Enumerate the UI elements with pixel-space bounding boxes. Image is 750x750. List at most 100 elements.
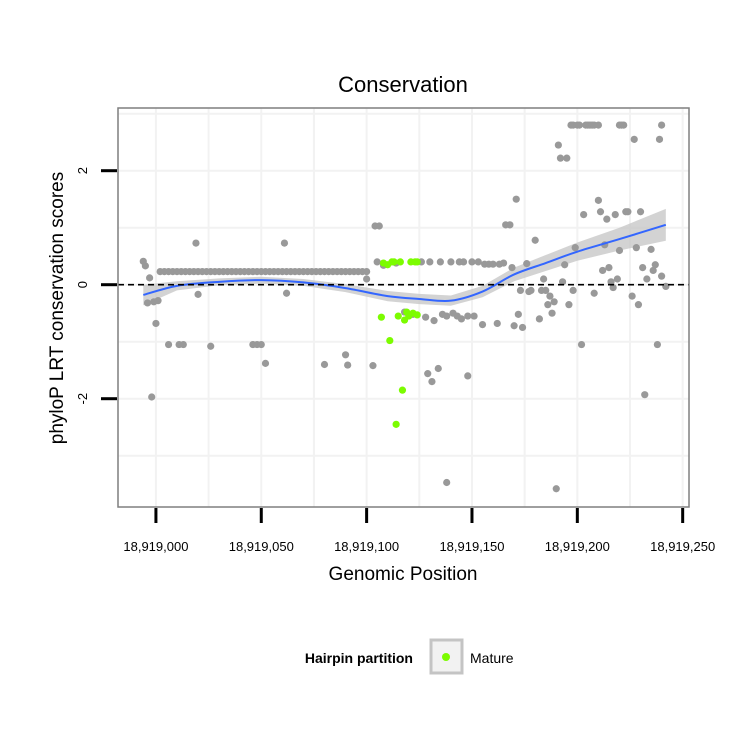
data-point — [607, 278, 615, 286]
x-tick-label: 18,919,250 — [650, 539, 715, 554]
data-point-mature — [392, 420, 400, 428]
data-point — [443, 312, 451, 320]
data-point — [632, 244, 640, 252]
data-point — [620, 121, 628, 129]
data-point — [658, 121, 666, 129]
data-point — [594, 196, 602, 204]
data-point — [282, 289, 291, 297]
data-point — [523, 260, 531, 268]
data-point — [514, 310, 522, 318]
data-point-mature — [386, 336, 394, 345]
data-point — [493, 319, 501, 328]
data-point — [527, 286, 535, 294]
data-point — [375, 222, 383, 230]
data-point — [422, 313, 430, 321]
x-tick-label: 18,919,200 — [545, 539, 610, 554]
data-point — [569, 286, 577, 294]
data-point — [373, 258, 381, 266]
data-point — [636, 208, 645, 216]
data-point — [548, 309, 556, 317]
data-point — [542, 286, 550, 294]
data-point — [143, 299, 152, 307]
data-point — [577, 340, 586, 349]
data-point — [540, 275, 548, 283]
x-tick-label: 18,919,000 — [123, 539, 188, 554]
y-tick-label: 0 — [75, 281, 90, 288]
data-point — [554, 141, 562, 149]
data-point — [630, 135, 638, 143]
data-point — [565, 301, 573, 309]
data-point — [575, 121, 584, 129]
data-point — [508, 264, 516, 272]
data-point — [363, 267, 371, 276]
data-point — [615, 246, 624, 255]
data-point — [647, 245, 655, 253]
data-point — [624, 208, 632, 216]
data-point — [639, 264, 647, 272]
data-point — [489, 260, 497, 268]
data-point — [369, 362, 377, 370]
data-point-mature — [390, 258, 398, 266]
data-point — [478, 321, 487, 329]
chart-title: Conservation — [338, 72, 468, 97]
data-point — [192, 239, 200, 247]
data-point — [590, 289, 598, 297]
data-point — [512, 195, 520, 203]
data-point — [611, 210, 619, 219]
data-point — [651, 261, 659, 269]
data-point — [662, 282, 670, 291]
data-point — [141, 262, 149, 270]
data-point — [363, 275, 371, 283]
data-point — [544, 301, 552, 309]
data-point — [516, 286, 525, 294]
data-point — [341, 351, 350, 359]
data-point — [499, 259, 508, 267]
data-point — [148, 393, 156, 401]
data-point-mature — [413, 258, 421, 266]
data-point — [550, 298, 558, 306]
data-point — [428, 378, 436, 386]
x-tick-label: 18,919,050 — [229, 539, 294, 554]
data-point — [320, 360, 329, 369]
data-point — [563, 154, 571, 162]
data-point — [434, 364, 442, 373]
data-point — [641, 391, 649, 399]
data-point — [558, 278, 567, 286]
data-point — [164, 340, 173, 349]
data-point — [613, 275, 621, 283]
data-point — [634, 301, 643, 309]
data-point — [596, 208, 605, 216]
data-point — [655, 135, 664, 143]
data-point — [464, 372, 472, 380]
data-point — [261, 359, 270, 367]
y-axis-label: phyloP LRT conservation scores — [47, 172, 68, 445]
data-point — [426, 258, 434, 266]
smooth-line — [143, 223, 667, 303]
legend-title: Hairpin partition — [305, 650, 413, 666]
data-point — [152, 319, 160, 328]
x-tick-label: 18,919,150 — [439, 539, 504, 554]
data-point — [194, 290, 202, 298]
data-point — [561, 261, 569, 269]
data-point-mature — [394, 312, 402, 320]
data-point — [470, 312, 478, 320]
legend-mature-dot — [442, 653, 450, 661]
data-point — [580, 210, 588, 219]
data-point — [546, 292, 554, 300]
data-point — [447, 258, 455, 266]
data-point-mature — [396, 258, 404, 266]
data-point — [643, 275, 651, 283]
data-point — [649, 266, 657, 275]
data-point — [179, 340, 187, 349]
data-point — [207, 342, 215, 350]
data-point — [146, 274, 154, 282]
data-point — [457, 315, 466, 323]
x-tick-label: 18,919,100 — [334, 539, 399, 554]
data-point — [464, 312, 472, 320]
data-point — [594, 121, 602, 129]
data-point — [424, 370, 432, 378]
data-point — [510, 322, 518, 330]
data-point — [280, 239, 289, 247]
data-point — [571, 244, 579, 252]
